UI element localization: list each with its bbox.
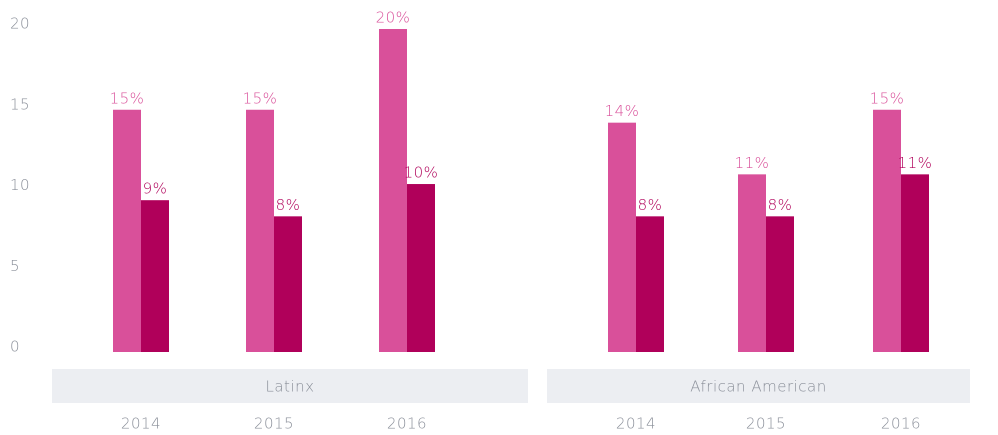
x-tick-label: 2016 <box>881 415 921 433</box>
bar <box>738 174 766 352</box>
value-label: 8% <box>768 196 793 214</box>
bar <box>407 184 435 352</box>
value-label: 15% <box>870 89 905 107</box>
bar <box>274 216 302 352</box>
bar <box>608 122 636 352</box>
bar <box>113 109 141 352</box>
group-band <box>547 369 970 403</box>
x-tick-label: 2014 <box>616 415 656 433</box>
group-label: African American <box>690 378 826 396</box>
group-label: Latinx <box>266 378 315 396</box>
bar <box>766 216 794 352</box>
value-label: 8% <box>276 196 301 214</box>
x-tick-label: 2015 <box>254 415 294 433</box>
value-label: 11% <box>735 154 770 172</box>
value-label: 10% <box>404 164 439 182</box>
y-tick-label: 0 <box>10 338 20 356</box>
value-label: 9% <box>143 180 168 198</box>
group-band <box>52 369 528 403</box>
value-label: 14% <box>605 102 640 120</box>
value-label: 15% <box>110 89 145 107</box>
bar <box>141 200 169 352</box>
y-tick-label: 15 <box>10 95 30 113</box>
bar <box>901 174 929 352</box>
y-tick-label: 20 <box>10 15 30 33</box>
x-tick-label: 2014 <box>121 415 161 433</box>
y-tick-label: 5 <box>10 257 20 275</box>
bar <box>379 29 407 352</box>
x-tick-label: 2015 <box>746 415 786 433</box>
value-label: 11% <box>898 154 933 172</box>
value-label: 15% <box>243 89 278 107</box>
value-label: 20% <box>376 9 411 27</box>
y-tick-label: 10 <box>10 176 30 194</box>
bar <box>873 109 901 352</box>
x-tick-label: 2016 <box>387 415 427 433</box>
bar <box>246 109 274 352</box>
value-label: 8% <box>638 196 663 214</box>
bar <box>636 216 664 352</box>
